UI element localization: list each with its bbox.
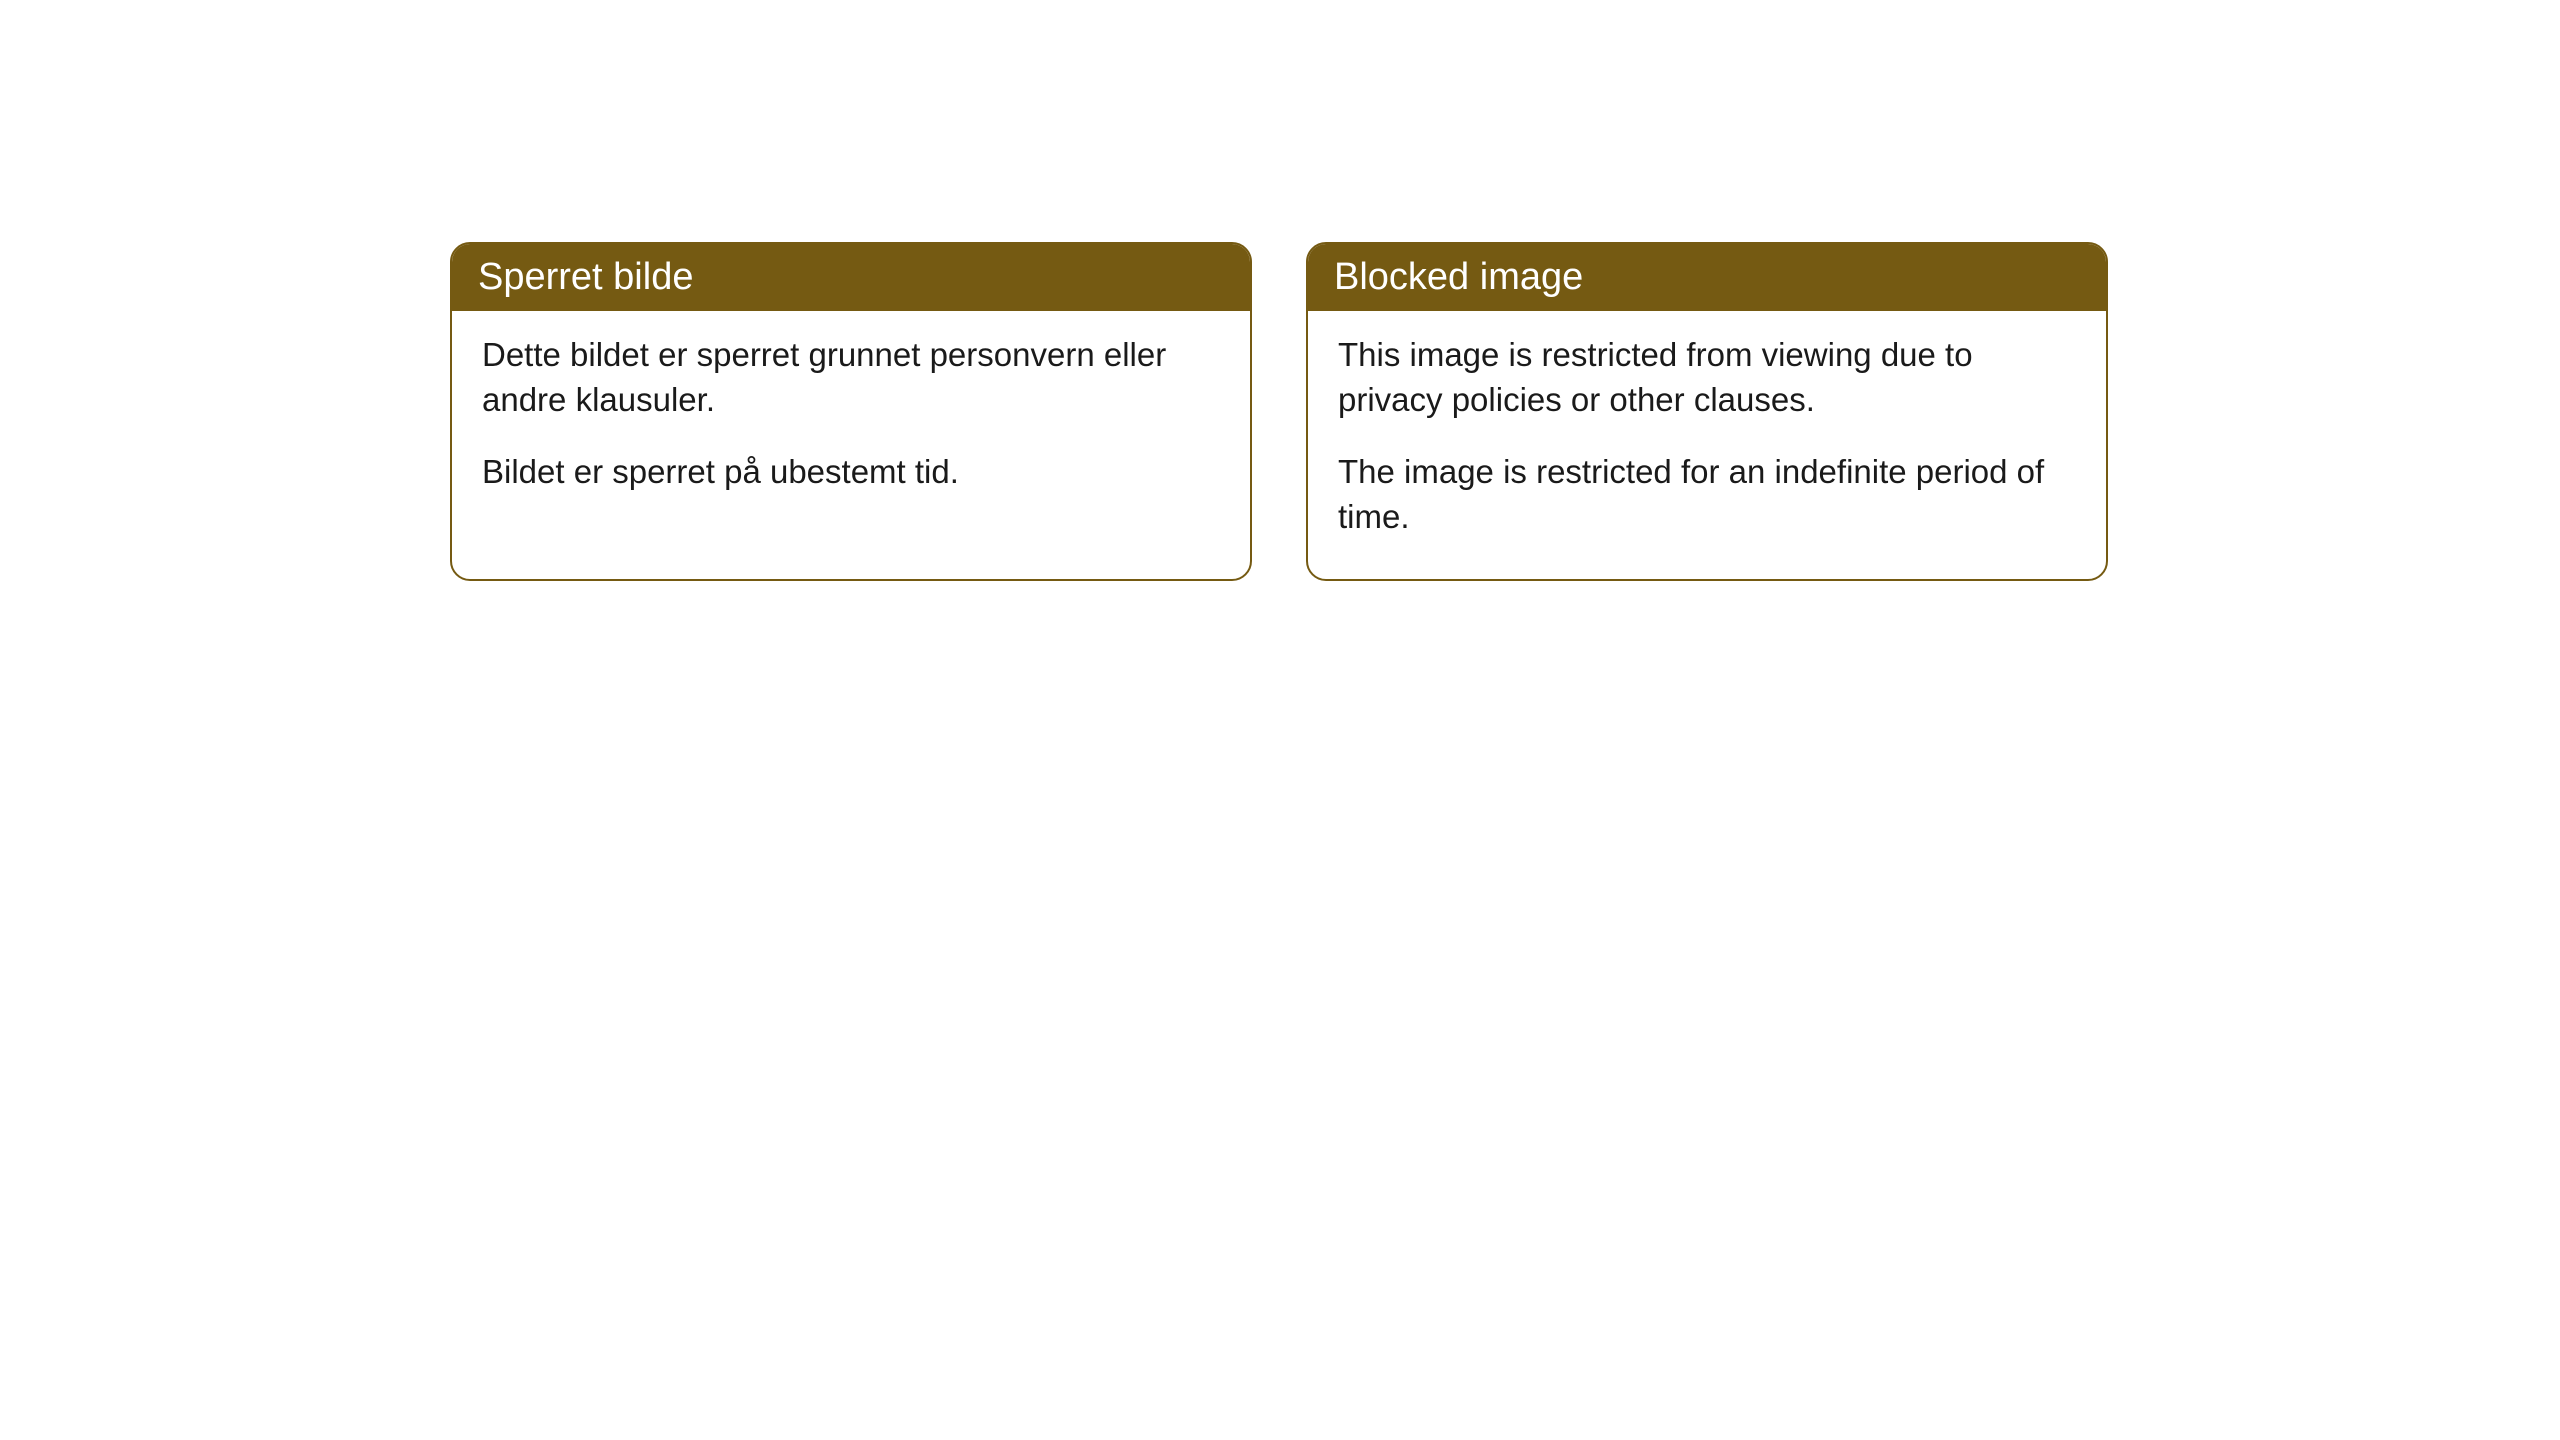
notice-body: Dette bildet er sperret grunnet personve… xyxy=(452,311,1250,535)
notice-paragraph: The image is restricted for an indefinit… xyxy=(1338,450,2076,539)
notice-header: Blocked image xyxy=(1308,244,2106,311)
notice-card-english: Blocked image This image is restricted f… xyxy=(1306,242,2108,581)
notice-header: Sperret bilde xyxy=(452,244,1250,311)
notice-paragraph: Dette bildet er sperret grunnet personve… xyxy=(482,333,1220,422)
notice-container: Sperret bilde Dette bildet er sperret gr… xyxy=(450,242,2108,581)
notice-paragraph: This image is restricted from viewing du… xyxy=(1338,333,2076,422)
notice-card-norwegian: Sperret bilde Dette bildet er sperret gr… xyxy=(450,242,1252,581)
notice-body: This image is restricted from viewing du… xyxy=(1308,311,2106,579)
notice-paragraph: Bildet er sperret på ubestemt tid. xyxy=(482,450,1220,495)
